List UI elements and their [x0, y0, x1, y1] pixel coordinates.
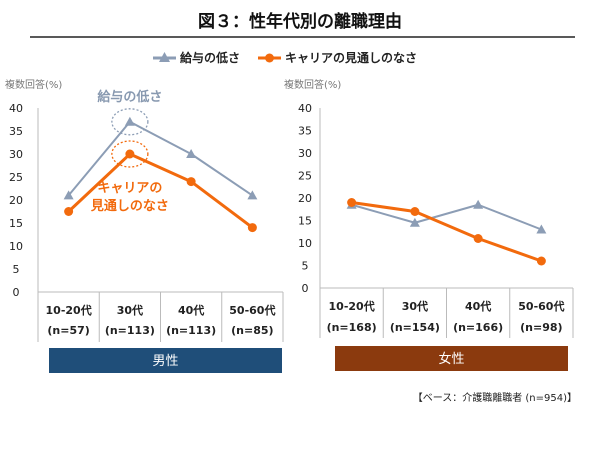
male-y-tick-label: 30	[9, 148, 23, 161]
female-salary-point	[536, 224, 547, 234]
female-category-label: 30代	[402, 299, 428, 313]
male-category-count: (n=113)	[166, 324, 216, 337]
female-y-tick-label: 0	[302, 282, 309, 295]
female-y-tick-label: 10	[298, 237, 312, 250]
female-career-point	[347, 198, 357, 207]
female-y-tick-label: 25	[298, 170, 312, 183]
male-career-point	[186, 177, 196, 187]
male-y-tick-label: 20	[9, 194, 23, 207]
legend: 給与の低さ キャリアの見通しのなさ	[153, 50, 417, 65]
male-y-tick-label: 25	[9, 171, 23, 184]
panel-female: 複数回答(%) 0 5 10 15 20 25 30 35 40 10-20代 (n=168) 30代 (…	[284, 78, 574, 371]
female-salary-series-line	[351, 203, 542, 231]
female-y-tick-label: 5	[302, 260, 309, 273]
male-group-band	[49, 348, 282, 373]
page-title: 図３：性年代別の離職理由	[198, 11, 402, 32]
male-career-point	[64, 207, 74, 216]
male-y-tick-label: 40	[9, 102, 23, 115]
female-y-tick-label: 15	[298, 215, 312, 228]
female-group-band	[335, 346, 568, 371]
female-category-label: 50-60代	[518, 299, 564, 313]
career-highlight-ellipse	[111, 140, 149, 168]
male-category-label: 50-60代	[229, 303, 275, 317]
career-annotation-line1: キャリアの	[97, 181, 162, 196]
female-career-point	[473, 234, 483, 243]
male-y-tick-label: 15	[9, 217, 23, 230]
male-salary-point	[63, 190, 74, 200]
male-category-count: (n=85)	[231, 324, 273, 337]
salary-highlight-ellipse	[111, 108, 149, 136]
male-salary-series-line	[67, 120, 253, 197]
male-category-label: 10-20代	[46, 303, 92, 317]
footnote: 【ベース：介護職離職者 (n=954)】	[413, 391, 577, 404]
female-career-series-line	[351, 201, 542, 263]
male-category-count: (n=57)	[47, 324, 89, 337]
legend-career-circle-icon	[265, 53, 274, 63]
female-category-label: 40代	[465, 299, 491, 313]
female-group-label: 女性	[438, 351, 464, 367]
female-salary-point	[473, 199, 484, 209]
male-category-label: 30代	[117, 303, 143, 317]
male-y-tick-label: 0	[13, 286, 20, 299]
male-salary-point	[186, 149, 197, 158]
career-annotation-line2: 見通しのなさ	[90, 198, 169, 214]
female-category-count: (n=166)	[453, 321, 503, 334]
female-y-tick-label: 35	[298, 125, 312, 138]
male-career-point	[125, 149, 135, 159]
salary-annotation: 給与の低さ	[97, 89, 162, 105]
male-group-label: 男性	[152, 354, 178, 369]
female-salary-point	[409, 217, 420, 227]
male-category-label: 40代	[178, 303, 204, 317]
legend-salary-triangle-icon	[159, 52, 170, 62]
female-category-count: (n=168)	[327, 321, 377, 334]
male-salary-point	[124, 116, 135, 126]
male-career-point	[247, 223, 257, 233]
legend-salary-label: 給与の低さ	[180, 50, 240, 65]
female-category-count: (n=154)	[390, 321, 440, 334]
female-y-tick-label: 40	[298, 102, 312, 115]
female-y-axis-label: 複数回答(%)	[284, 78, 341, 91]
female-category-label: 10-20代	[329, 299, 375, 313]
male-category-count: (n=113)	[105, 324, 155, 337]
male-y-tick-label: 5	[13, 263, 20, 276]
female-y-tick-label: 20	[298, 192, 312, 205]
male-y-axis-label: 複数回答(%)	[5, 78, 62, 91]
legend-career-label: キャリアの見通しのなさ	[285, 50, 417, 65]
female-y-tick-label: 30	[298, 147, 312, 160]
female-career-point	[410, 207, 420, 216]
male-y-tick-label: 35	[9, 125, 23, 138]
panel-male: 複数回答(%) 0 5 10 15 20 25 30 35 40 10-20代 (n=57) 30代 (n…	[5, 78, 284, 373]
male-y-tick-label: 10	[9, 240, 23, 253]
female-career-point	[536, 256, 546, 266]
female-category-count: (n=98)	[520, 321, 562, 334]
male-salary-point	[247, 190, 258, 200]
male-career-series-line	[67, 152, 254, 229]
